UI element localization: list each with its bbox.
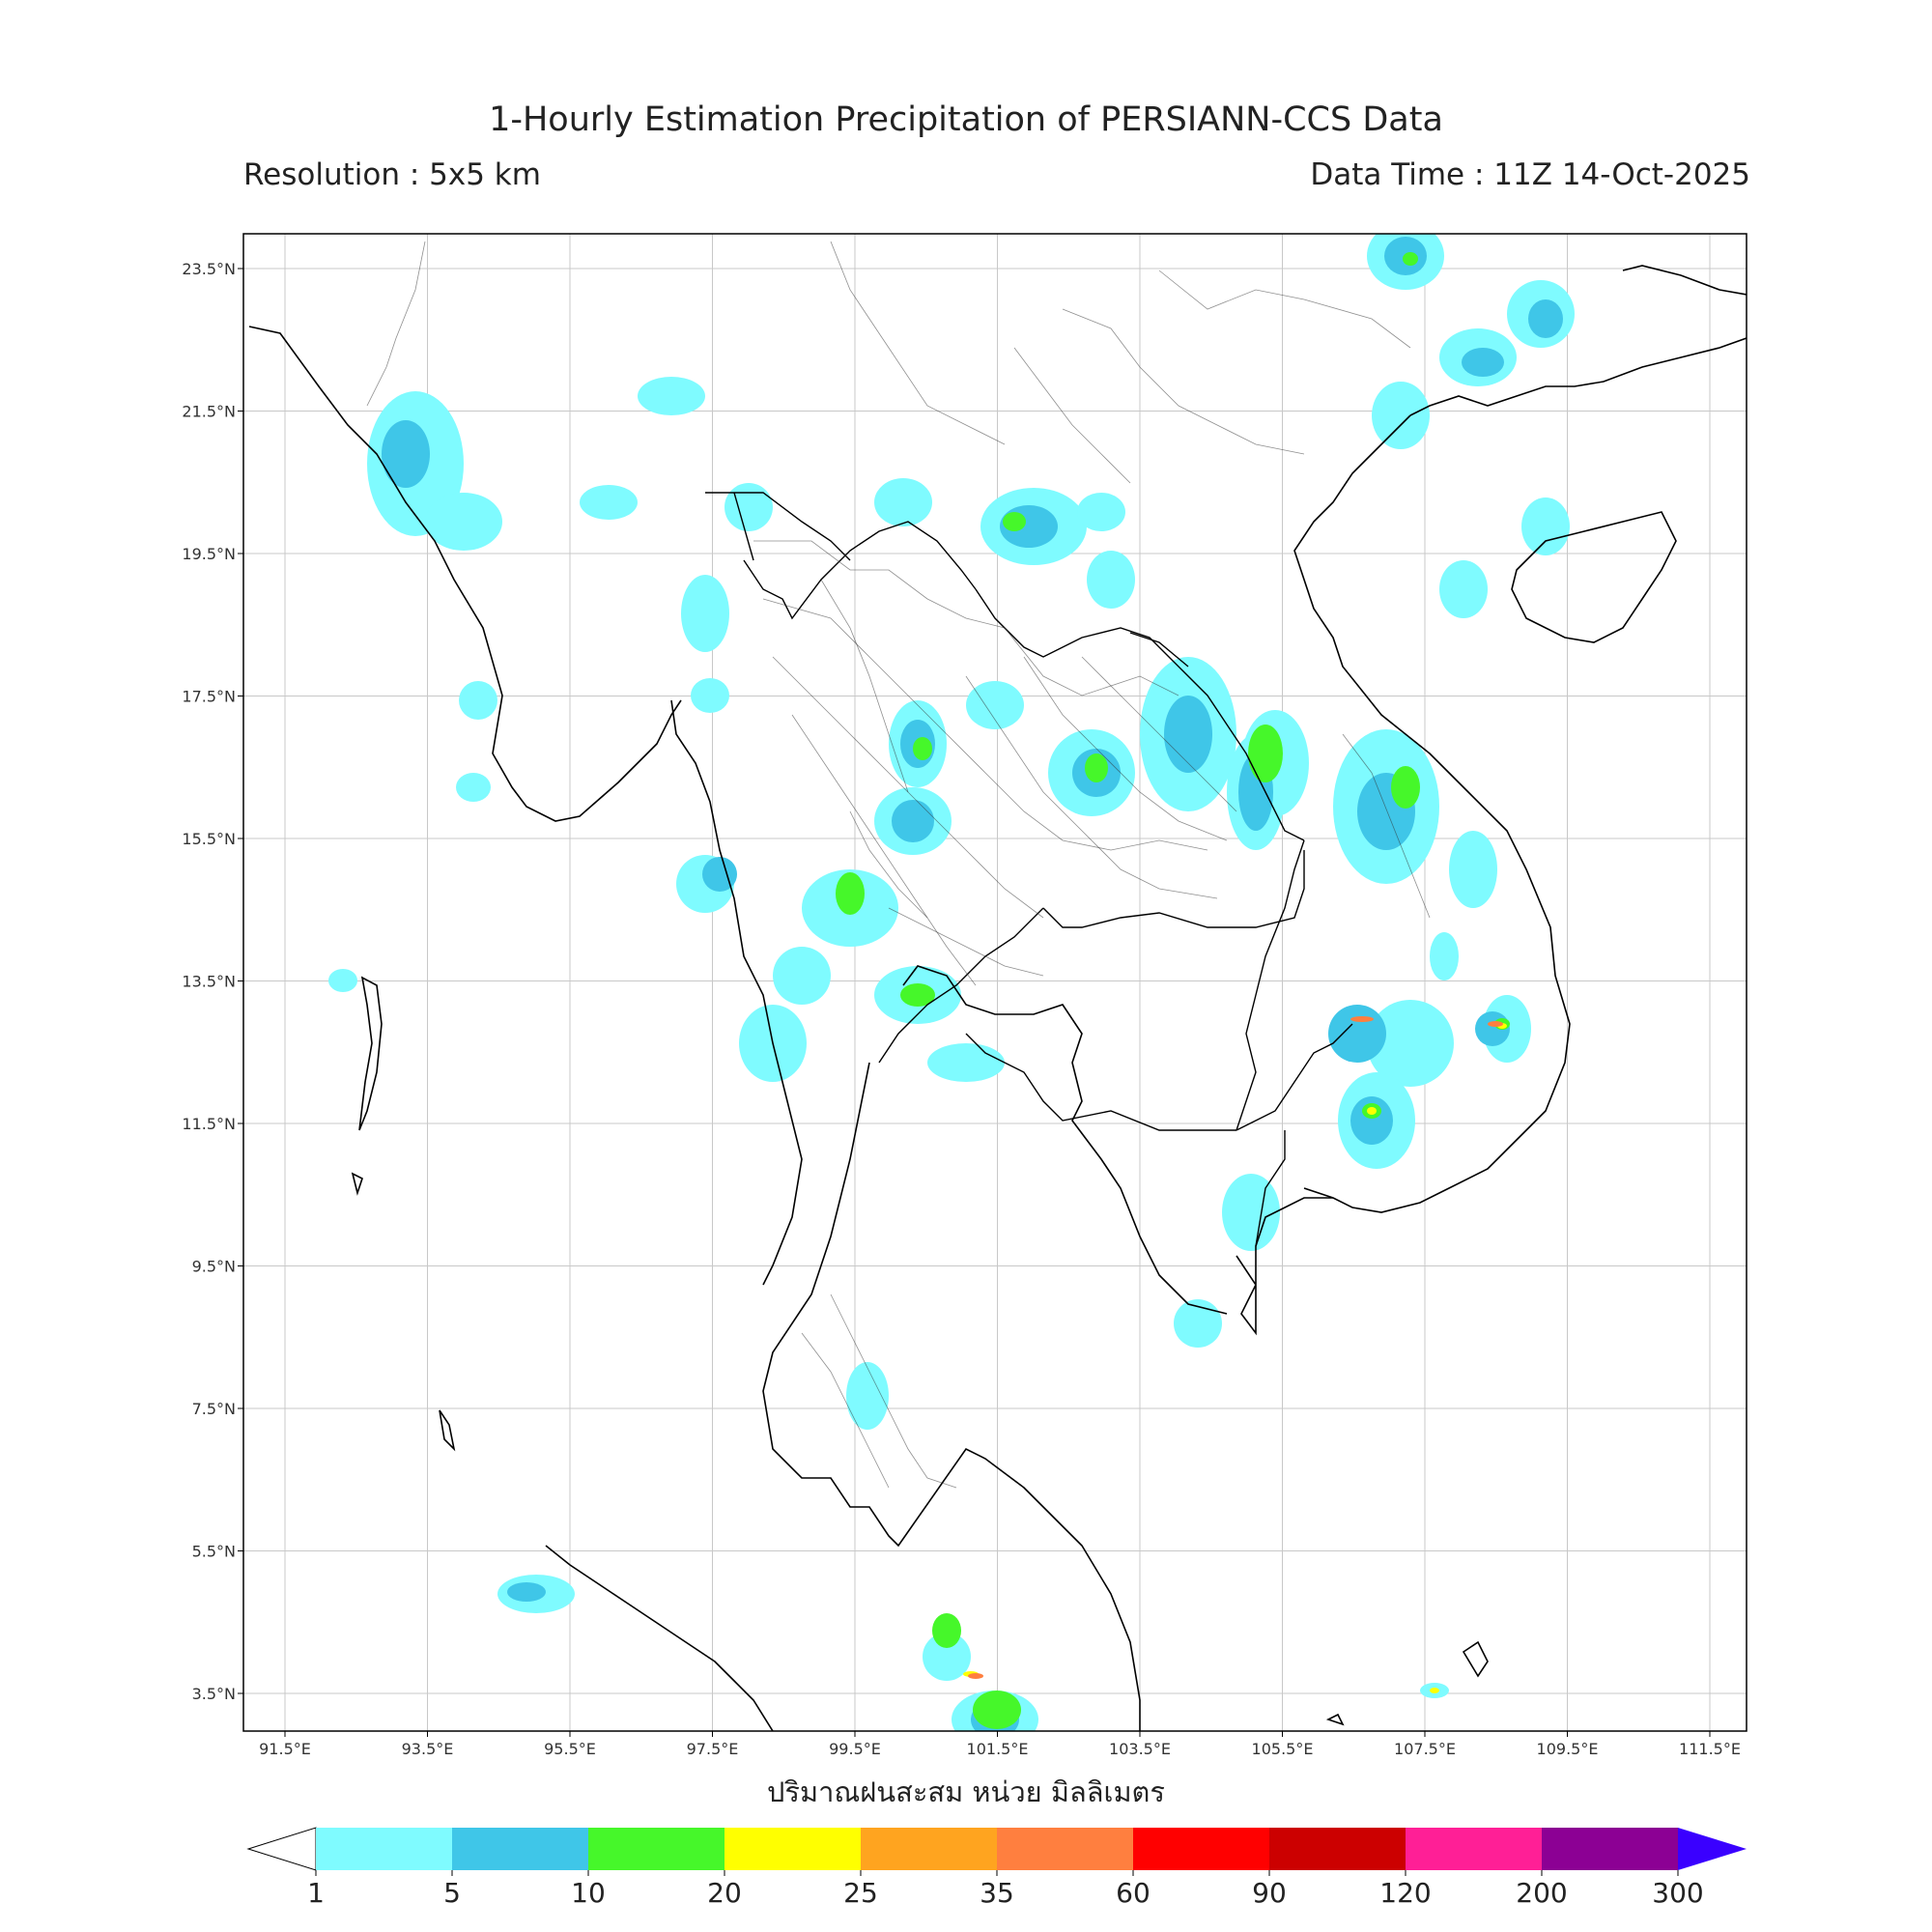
province-border-layer <box>366 241 1431 1489</box>
colorbar-label: 200 <box>1516 1877 1567 1909</box>
resolution-label: Resolution : 5x5 km <box>243 157 541 192</box>
plot-frame <box>242 233 1747 1732</box>
coastline-layer <box>248 265 1747 1731</box>
colorbar-label: 10 <box>571 1877 606 1909</box>
lat-tick-label: 19.5°N <box>182 545 236 563</box>
lat-tick-label: 9.5°N <box>192 1258 236 1276</box>
lon-tick-label: 111.5°E <box>1679 1740 1741 1758</box>
colorbar-over-extend <box>1678 1828 1747 1870</box>
lat-tick-label: 21.5°N <box>182 403 236 421</box>
lon-tick-label: 109.5°E <box>1537 1740 1599 1758</box>
colorbar-label: 20 <box>707 1877 742 1909</box>
colorbar-label: 25 <box>843 1877 878 1909</box>
colorbar: 1 5 10 20 25 35 60 90 120 200 300 <box>246 1827 1747 1909</box>
longitude-ticks: 91.5°E 93.5°E 95.5°E 97.5°E 99.5°E 101.5°E 103… <box>259 1731 1741 1758</box>
colorbar-under-extend <box>246 1827 317 1871</box>
latitude-ticks: 23.5°N 21.5°N 19.5°N 17.5°N 15.5°N 13.5°N 11.5… <box>182 260 243 1703</box>
colorbar-segment <box>1133 1828 1269 1870</box>
lon-tick-label: 97.5°E <box>687 1740 739 1758</box>
graticule <box>243 234 1747 1731</box>
colorbar-segment <box>997 1828 1133 1870</box>
data-time-label: Data Time : 11Z 14-Oct-2025 <box>1310 157 1750 192</box>
colorbar-segment <box>452 1828 588 1870</box>
lon-tick-label: 91.5°E <box>259 1740 311 1758</box>
x-axis-title: ปริมาณฝนสะสม หน่วย มิลลิเมตร <box>767 1776 1165 1808</box>
colorbar-label: 120 <box>1379 1877 1431 1909</box>
colorbar-segment <box>724 1828 861 1870</box>
precipitation-layer <box>328 234 1575 1731</box>
lat-tick-label: 3.5°N <box>192 1685 236 1703</box>
lat-tick-label: 7.5°N <box>192 1400 236 1418</box>
colorbar-segment <box>1269 1828 1406 1870</box>
lon-tick-label: 95.5°E <box>544 1740 596 1758</box>
lon-tick-label: 93.5°E <box>402 1740 454 1758</box>
colorbar-segment <box>1542 1828 1678 1870</box>
colorbar-segment <box>316 1828 452 1870</box>
lat-tick-label: 17.5°N <box>182 688 236 706</box>
lon-tick-label: 103.5°E <box>1109 1740 1171 1758</box>
colorbar-segment <box>588 1828 724 1870</box>
lon-tick-label: 105.5°E <box>1252 1740 1314 1758</box>
colorbar-segment <box>1406 1828 1542 1870</box>
colorbar-label: 60 <box>1116 1877 1151 1909</box>
colorbar-label: 5 <box>443 1877 461 1909</box>
colorbar-label: 300 <box>1652 1877 1703 1909</box>
map-title: 1-Hourly Estimation Precipitation of PER… <box>489 100 1443 139</box>
colorbar-label: 35 <box>980 1877 1014 1909</box>
lon-tick-label: 99.5°E <box>829 1740 881 1758</box>
lat-tick-label: 15.5°N <box>182 830 236 848</box>
country-border-layer <box>705 492 1353 1247</box>
lat-tick-label: 13.5°N <box>182 973 236 991</box>
lat-tick-label: 11.5°N <box>182 1115 236 1133</box>
lat-tick-label: 23.5°N <box>182 260 236 278</box>
colorbar-label: 90 <box>1252 1877 1287 1909</box>
colorbar-segment <box>861 1828 997 1870</box>
colorbar-label: 1 <box>307 1877 325 1909</box>
lon-tick-label: 107.5°E <box>1394 1740 1456 1758</box>
lon-tick-label: 101.5°E <box>967 1740 1029 1758</box>
lat-tick-label: 5.5°N <box>192 1543 236 1561</box>
